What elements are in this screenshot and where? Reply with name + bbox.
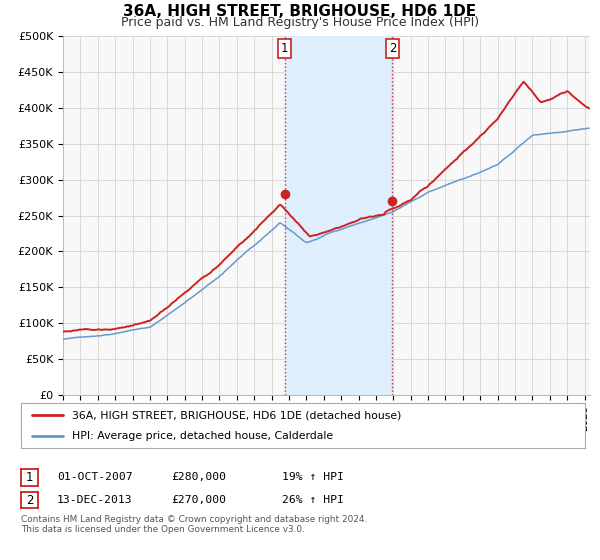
Text: 26% ↑ HPI: 26% ↑ HPI bbox=[282, 495, 344, 505]
Text: 01-OCT-2007: 01-OCT-2007 bbox=[57, 472, 133, 482]
Text: This data is licensed under the Open Government Licence v3.0.: This data is licensed under the Open Gov… bbox=[21, 525, 305, 534]
Text: £280,000: £280,000 bbox=[171, 472, 226, 482]
Text: 2: 2 bbox=[26, 493, 33, 507]
Text: Contains HM Land Registry data © Crown copyright and database right 2024.: Contains HM Land Registry data © Crown c… bbox=[21, 515, 367, 524]
Text: HPI: Average price, detached house, Calderdale: HPI: Average price, detached house, Cald… bbox=[72, 431, 333, 441]
Text: 13-DEC-2013: 13-DEC-2013 bbox=[57, 495, 133, 505]
Text: 1: 1 bbox=[26, 470, 33, 484]
Text: £270,000: £270,000 bbox=[171, 495, 226, 505]
Bar bbox=[284, 36, 392, 395]
Text: 19% ↑ HPI: 19% ↑ HPI bbox=[282, 472, 344, 482]
Text: 2: 2 bbox=[389, 43, 396, 55]
Text: 36A, HIGH STREET, BRIGHOUSE, HD6 1DE: 36A, HIGH STREET, BRIGHOUSE, HD6 1DE bbox=[124, 4, 476, 19]
Text: 1: 1 bbox=[281, 43, 289, 55]
Text: Price paid vs. HM Land Registry's House Price Index (HPI): Price paid vs. HM Land Registry's House … bbox=[121, 16, 479, 29]
Text: 36A, HIGH STREET, BRIGHOUSE, HD6 1DE (detached house): 36A, HIGH STREET, BRIGHOUSE, HD6 1DE (de… bbox=[72, 410, 401, 421]
